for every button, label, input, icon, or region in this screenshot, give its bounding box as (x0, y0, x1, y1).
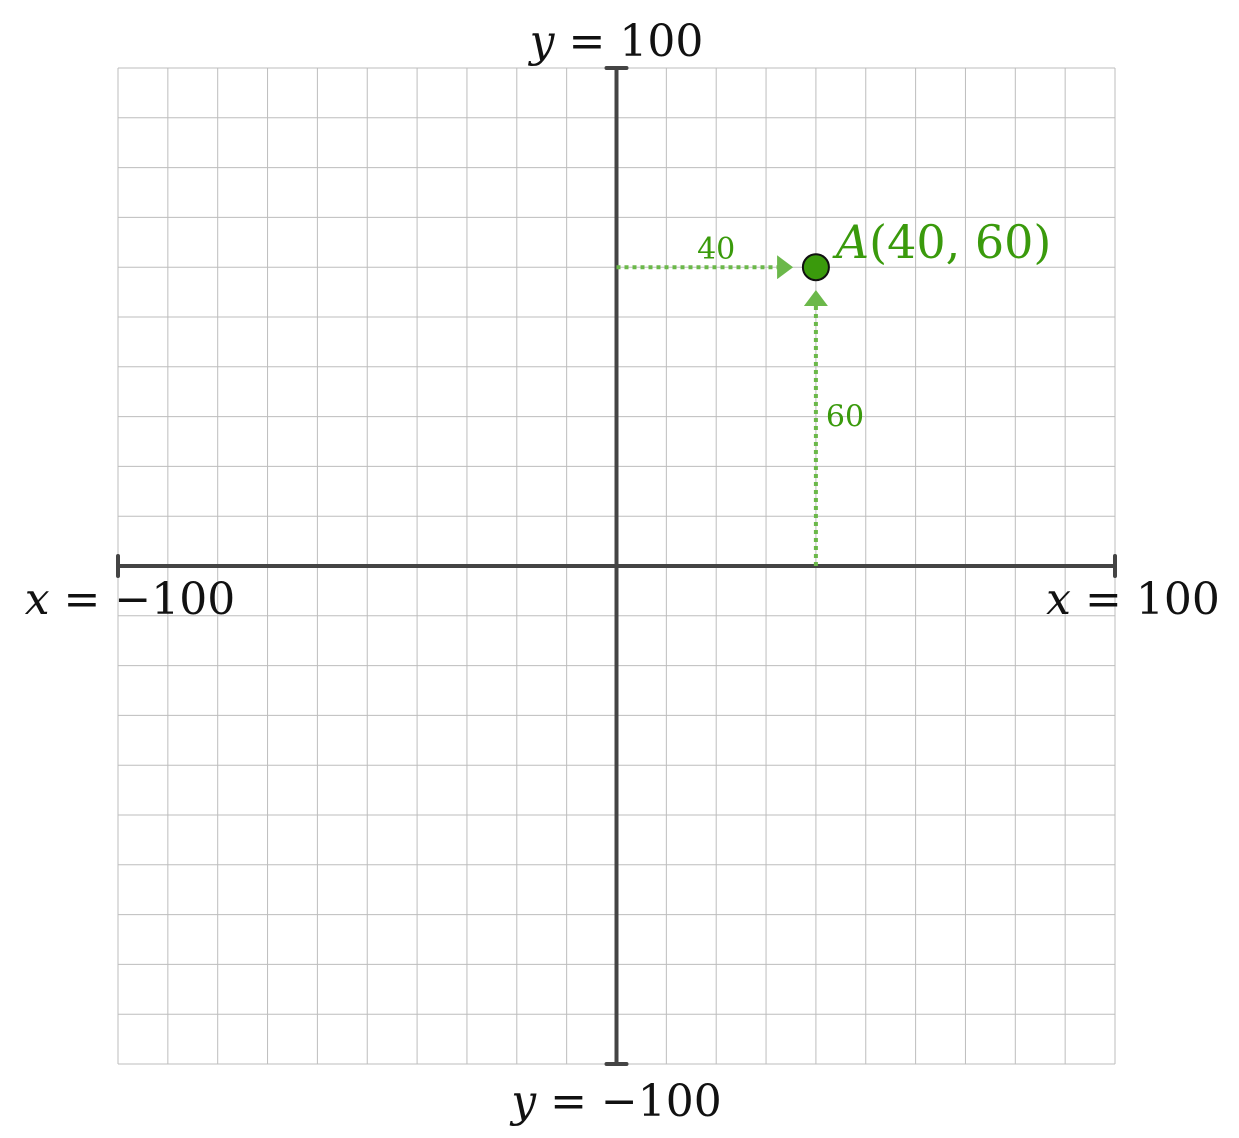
y-distance-label: 60 (826, 400, 864, 435)
x-distance-label: 40 (697, 232, 735, 267)
axes (116, 66, 1117, 1066)
point-open-paren: ( (869, 215, 887, 269)
point-y-value: 60 (975, 215, 1034, 269)
point-group: A(40, 60) (801, 215, 1051, 282)
axis-end-labels: y = 100 y = −100 x = −100 x = 100 (25, 16, 1220, 1127)
point-guides: 40 60 (616, 232, 864, 566)
y-min-label: y = −100 (509, 1076, 722, 1127)
x-min-label: x = −100 (25, 574, 236, 625)
point-close-paren: ) (1033, 215, 1051, 269)
point-name: A (832, 215, 869, 269)
point-separator: , (946, 215, 975, 269)
point-x-value: 40 (887, 215, 946, 269)
point-a (801, 253, 830, 282)
x-max-label: x = 100 (1046, 574, 1220, 625)
y-max-label: y = 100 (528, 16, 704, 67)
point-a-label: A(40, 60) (832, 215, 1051, 269)
